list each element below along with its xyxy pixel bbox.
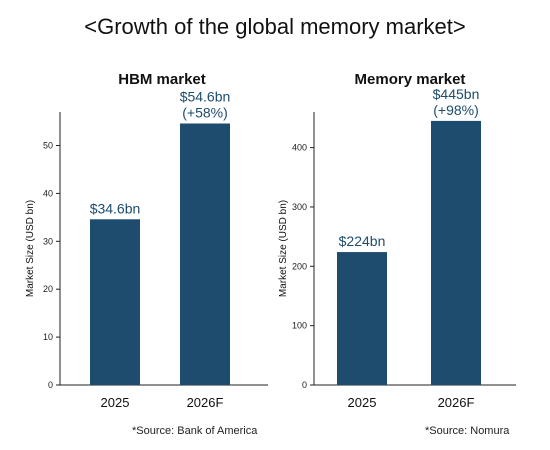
bar-2025: [90, 219, 140, 385]
y-tick-label: 100: [292, 321, 307, 331]
y-axis-title: Market Size (USD bn): [278, 200, 289, 297]
y-tick-label: 300: [292, 202, 307, 212]
data-label: (+58%): [182, 104, 228, 120]
source-note-memory: *Source: Nomura: [425, 425, 510, 437]
bar-2025: [337, 252, 387, 385]
y-tick-label: 400: [292, 143, 307, 153]
chart-title: HBM market: [118, 71, 206, 88]
page-title: <Growth of the global memory market>: [84, 14, 466, 39]
y-tick-label: 30: [43, 236, 53, 246]
source-note-hbm: *Source: Bank of America: [132, 425, 258, 437]
memory-market-chart: Memory market 0 100 200 300 400 Market Size (U…: [272, 0, 550, 425]
y-tick-label: 0: [48, 380, 53, 390]
y-tick-label: 40: [43, 188, 53, 198]
hbm-market-chart: HBM market 0 10 20 30 40 50 Market Size (USD bn…: [0, 0, 272, 425]
bar-2026f: [431, 120, 481, 386]
y-tick-label: 10: [43, 332, 53, 342]
y-tick-label: 200: [292, 261, 307, 271]
data-label: $34.6bn: [90, 200, 141, 216]
x-tick-label: 2025: [101, 395, 130, 410]
x-tick-label: 2026F: [187, 395, 224, 410]
x-tick-label: 2025: [348, 395, 377, 410]
y-tick-label: 50: [43, 141, 53, 151]
chart-svg: Memory market 0 100 200 300 400 Market Size (U…: [278, 71, 516, 410]
data-label: $224bn: [339, 233, 386, 249]
data-label: $54.6bn: [180, 88, 231, 104]
data-label: (+98%): [433, 102, 479, 118]
data-label: $445bn: [433, 86, 480, 102]
bar-2026f: [180, 123, 230, 385]
y-tick-label: 0: [302, 380, 307, 390]
chart-svg: HBM market 0 10 20 30 40 50 Market Size (USD bn…: [25, 71, 268, 410]
y-axis-title: Market Size (USD bn): [25, 200, 36, 297]
x-tick-label: 2026F: [438, 395, 475, 410]
y-tick-label: 20: [43, 284, 53, 294]
chart-title: Memory market: [355, 71, 466, 88]
